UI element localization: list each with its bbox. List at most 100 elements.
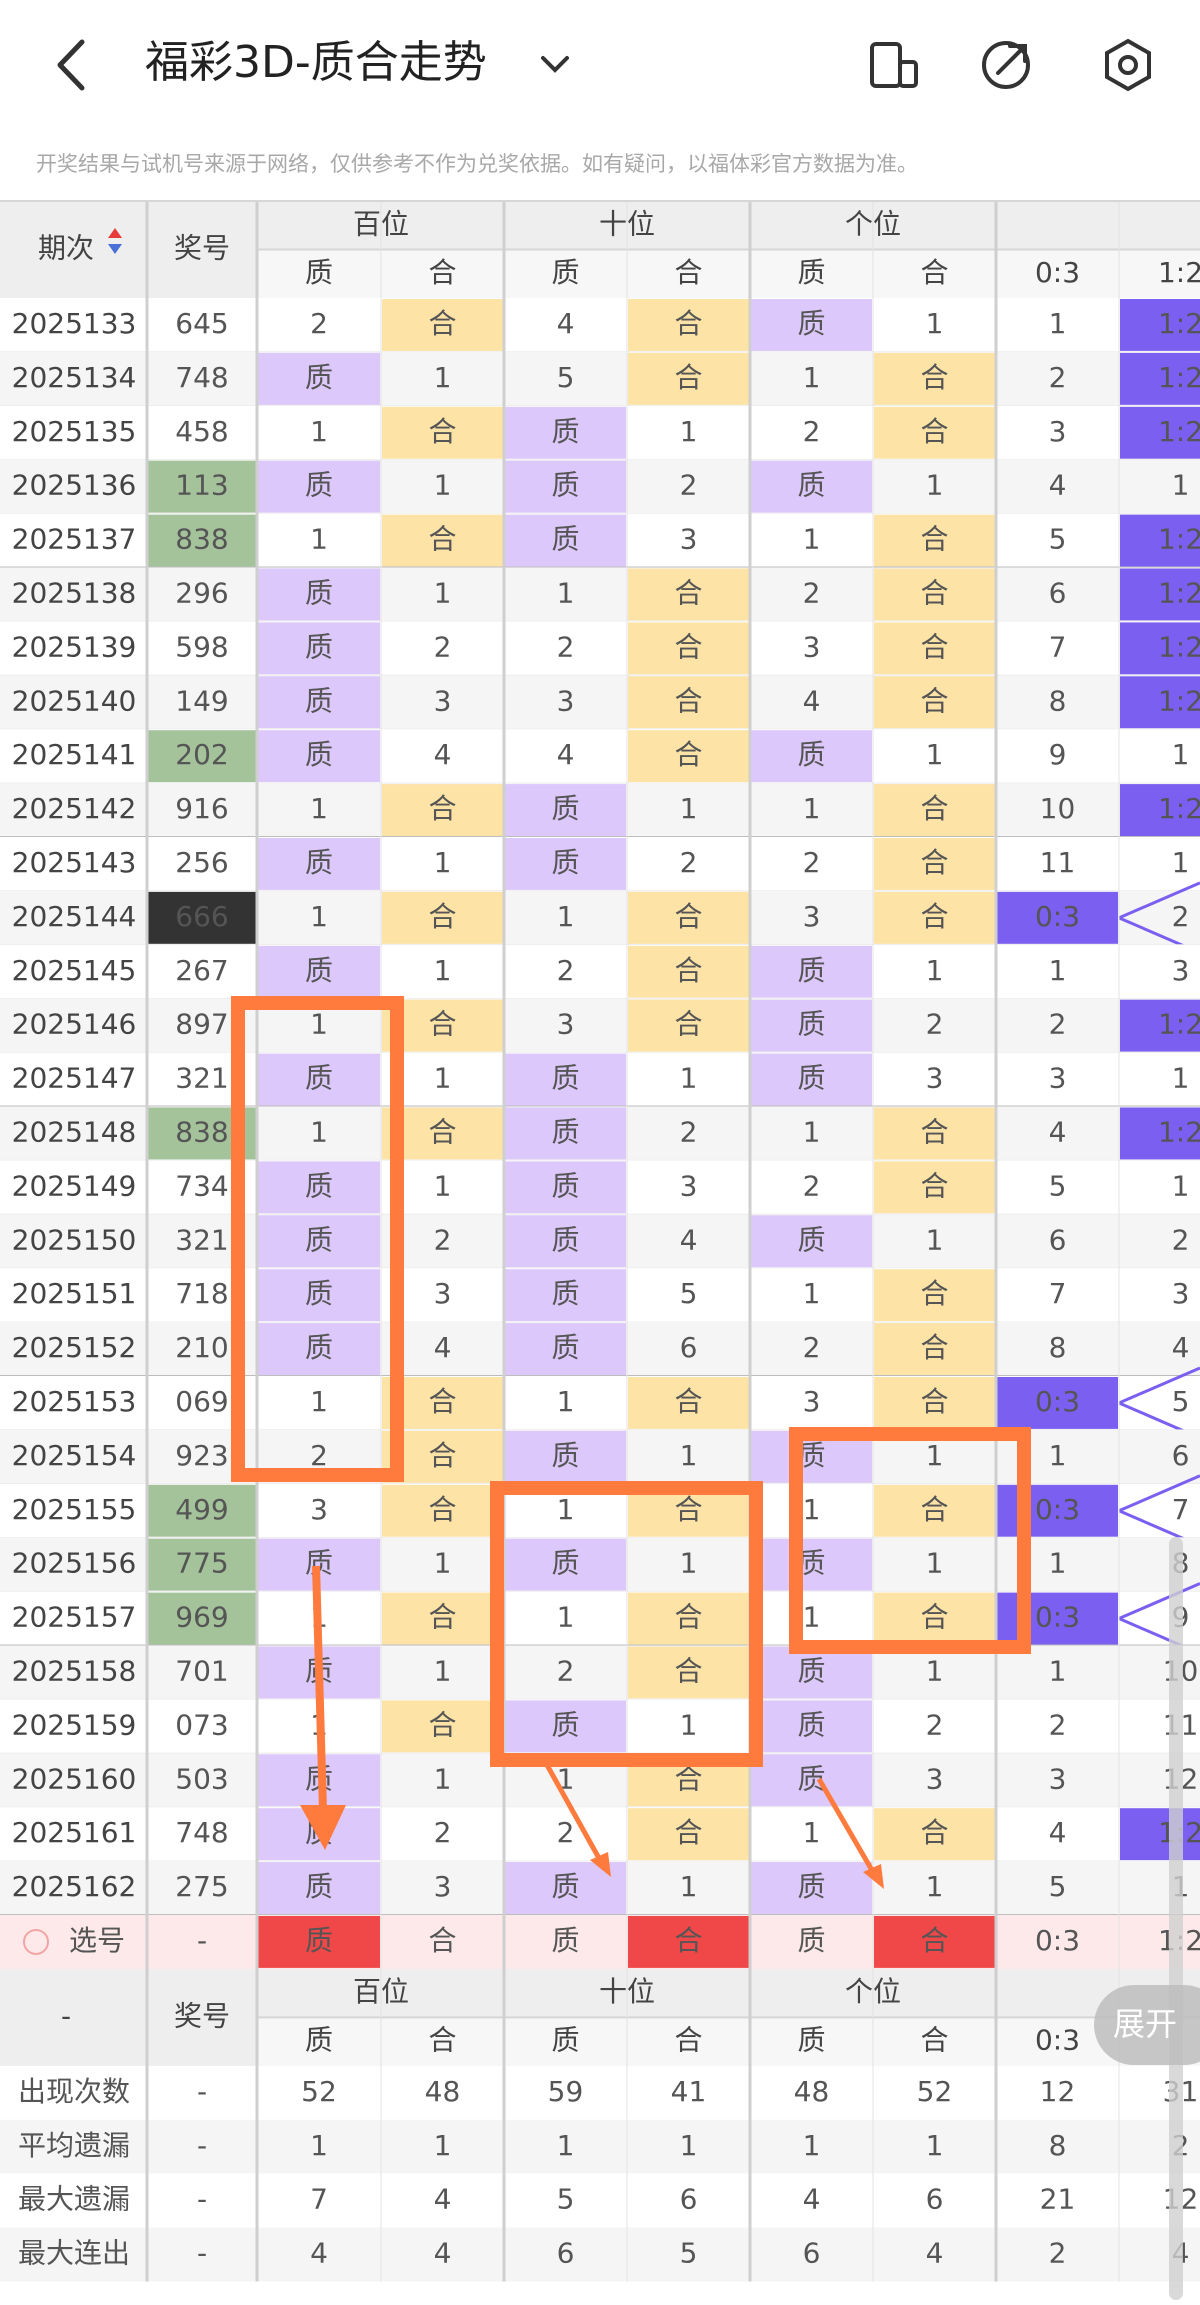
cell-value: 8: [1049, 1331, 1067, 1364]
row-bg: [0, 998, 1200, 1053]
cell-highlight: [258, 1269, 380, 1322]
cell-value: 1: [803, 361, 821, 394]
cell-value: 1: [926, 738, 944, 771]
cell-value: 1: [1049, 1439, 1067, 1472]
cell-highlight: [628, 299, 749, 351]
draw-number: 073: [175, 1708, 228, 1741]
cell-value: 1:2: [1158, 1115, 1200, 1148]
expand-label[interactable]: 展开: [1113, 2005, 1177, 2043]
cell-value: 合: [920, 1493, 948, 1526]
cell-value: 2: [803, 576, 821, 609]
stats-value: 6: [803, 2237, 821, 2270]
cell-value: 合: [920, 846, 948, 879]
cell-value: 4: [434, 1331, 452, 1364]
cell-highlight: [505, 1700, 626, 1753]
cell-value: 10: [1040, 792, 1076, 825]
issue: 2025149: [12, 1169, 137, 1202]
cell-value: 1:2: [1158, 361, 1200, 394]
issue: 2025158: [12, 1654, 137, 1687]
settings-icon[interactable]: [1105, 38, 1151, 92]
cell-value: 1: [434, 576, 452, 609]
device-icon[interactable]: [870, 42, 918, 88]
cell-value: 合: [428, 1493, 456, 1526]
cell-value: 2: [803, 415, 821, 448]
cell-value: 1: [1049, 307, 1067, 340]
draw-number: 838: [175, 1115, 228, 1148]
cell-value: 质: [797, 954, 825, 987]
cell-value: 1: [434, 954, 452, 987]
cell-value: 合: [920, 1816, 948, 1849]
cell-value: 0:3: [1035, 1385, 1080, 1418]
cell-value: 合: [920, 576, 948, 609]
cell-value: 2: [1172, 900, 1190, 933]
issue: 2025146: [12, 1008, 137, 1041]
draw-number: 916: [175, 792, 228, 825]
cell-value: 合: [674, 1493, 702, 1526]
cell-value: 1: [1172, 1062, 1190, 1095]
cell-value: 合: [920, 1169, 948, 1202]
title-dropdown[interactable]: [541, 56, 569, 73]
cell-value: 1: [1049, 1547, 1067, 1580]
row-bg: [0, 944, 1200, 999]
draw-number: 923: [175, 1439, 228, 1472]
cell-value: 合: [674, 1385, 702, 1418]
select-option: 合: [920, 1924, 948, 1957]
draw-number: 775: [175, 1547, 228, 1580]
cell-value: 质: [551, 1708, 579, 1741]
cell-value: 1: [926, 1870, 944, 1903]
cell-value: 2: [557, 1816, 575, 1849]
row-bg: [0, 567, 1200, 622]
cell-value: 1: [434, 1547, 452, 1580]
scrollbar[interactable]: [1169, 1537, 1183, 2300]
stats-value: 52: [917, 2075, 953, 2108]
cell-highlight: [258, 945, 380, 998]
cell-highlight: [382, 1484, 503, 1537]
cell-value: 合: [428, 415, 456, 448]
cell-value: 2: [680, 1115, 698, 1148]
cell-value: 1: [926, 1654, 944, 1687]
cell-value: 合: [428, 1439, 456, 1472]
stats-row-bg: [0, 2173, 1200, 2228]
cell-value: 1: [310, 415, 328, 448]
stats-value: 52: [301, 2075, 337, 2108]
cell-value: 1:2: [1158, 684, 1200, 717]
cell-value: 质: [305, 361, 333, 394]
cell-value: 5: [557, 361, 575, 394]
cell-highlight: [258, 352, 380, 405]
select-radio: [23, 1928, 49, 1955]
cell-highlight: [874, 1323, 995, 1375]
cell-value: 6: [1172, 1439, 1190, 1472]
cell-value: 1:2: [1158, 630, 1200, 663]
expand-button[interactable]: [1094, 1985, 1200, 2065]
cell-value: 质: [551, 1115, 579, 1148]
cell-value: 8: [1049, 684, 1067, 717]
cell-highlight: [628, 999, 749, 1052]
cell-value: 质: [551, 415, 579, 448]
cell-highlight: [874, 676, 995, 729]
cell-highlight: [628, 945, 749, 998]
cell-value: 合: [428, 523, 456, 556]
header-label: 奖号: [174, 1999, 230, 2032]
issue: 2025147: [12, 1062, 137, 1095]
cell-value: 1: [1172, 1169, 1190, 1202]
cell-value: 合: [428, 1601, 456, 1634]
cell-value: 0:3: [1035, 1601, 1080, 1634]
column-label: 1:2: [1158, 256, 1200, 289]
back-button[interactable]: [57, 39, 85, 91]
column-label: 合: [428, 256, 456, 289]
share-icon[interactable]: [982, 41, 1030, 89]
stats-value: 1: [434, 2129, 452, 2162]
draw-number: 598: [175, 630, 228, 663]
draw-number: 149: [175, 684, 228, 717]
number-highlight: [148, 891, 256, 944]
number-highlight: [148, 460, 256, 513]
cell-value: 质: [305, 1277, 333, 1310]
cell-value: 4: [434, 738, 452, 771]
cell-value: 3: [803, 900, 821, 933]
cell-value: 1: [310, 1385, 328, 1418]
cell-highlight: [751, 299, 872, 351]
cell-highlight: [751, 1700, 872, 1753]
trend-line: [1118, 1582, 1200, 1620]
cell-highlight: [1120, 622, 1200, 675]
highlight-box: [789, 1427, 1031, 1654]
